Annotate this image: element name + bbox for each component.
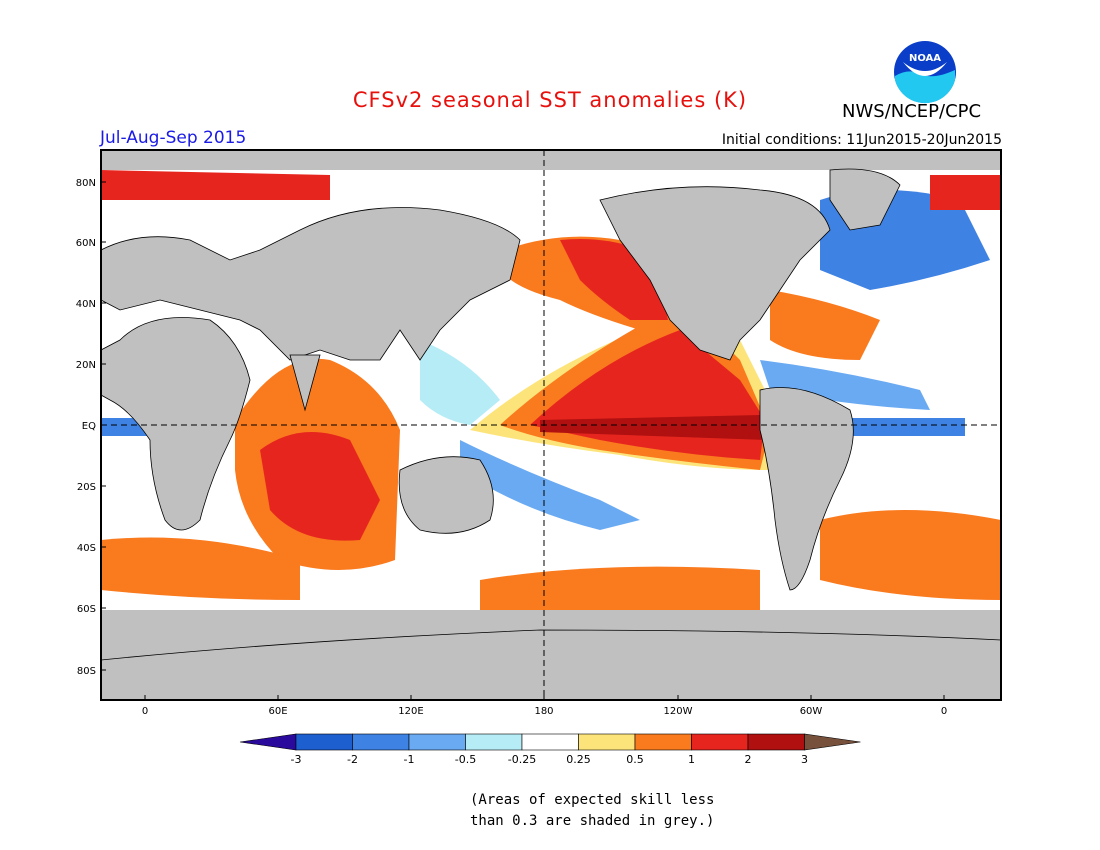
season-label: Jul-Aug-Sep 2015 — [100, 128, 247, 148]
skill-note-line1: (Areas of expected skill less — [470, 792, 715, 808]
lat-tick-label: 40S — [77, 543, 96, 554]
lon-tick-label: 120E — [398, 706, 423, 717]
shade-arctic-east-red — [930, 175, 1001, 210]
logo-wave — [895, 70, 955, 104]
shade-wpacific-cyan — [420, 340, 500, 425]
land-india — [289, 354, 321, 412]
lat-tick-label: 60N — [76, 238, 96, 249]
initial-conditions-label: Initial conditions: 11Jun2015-20Jun2015 — [721, 132, 1002, 148]
chart-title: CFSv2 seasonal SST anomalies (K) — [352, 88, 748, 112]
skill-note: (Areas of expected skill less than 0.3 a… — [470, 790, 730, 832]
land-northamerica — [599, 186, 831, 361]
colorbar-cell — [521, 733, 579, 751]
colorbar-label: 3 — [801, 753, 808, 766]
lat-tick-label: 20N — [76, 360, 96, 371]
lat-tick-label: EQ — [82, 421, 96, 432]
land-southamerica — [759, 387, 854, 591]
shade-pacific-darkred — [540, 415, 765, 440]
shade-indian-red — [260, 432, 380, 541]
land-greenland — [829, 168, 901, 231]
colorbar-cell — [295, 733, 353, 751]
shade-gulfstream-orange — [770, 290, 880, 360]
anomaly-shading — [101, 170, 1001, 617]
colorbar-cell — [578, 733, 636, 751]
lon-tick-label: 60W — [800, 706, 823, 717]
longitude-axis: 0 60E 120E 180 120W 60W 0 — [142, 695, 947, 717]
colorbar-cell — [408, 733, 466, 751]
noaa-logo-icon: NOAA — [894, 41, 956, 104]
lat-tick-label: 20S — [77, 482, 96, 493]
colorbar-label: -3 — [291, 753, 302, 766]
shade-tropatlantic-blue — [760, 360, 930, 410]
colorbar-cell — [239, 733, 297, 751]
latitude-axis: 80N 60N 40N 20N EQ 20S 40S 60S 80S — [76, 178, 106, 677]
colorbar-label: -2 — [347, 753, 358, 766]
land-masses — [101, 168, 1001, 700]
shade-southpacific-orange — [480, 566, 760, 617]
lon-tick-label: 120W — [664, 706, 693, 717]
colorbar-label: -0.25 — [508, 753, 536, 766]
colorbar-label: 0.5 — [626, 753, 644, 766]
lon-tick-label: 60E — [268, 706, 287, 717]
lon-tick-label: 180 — [534, 706, 553, 717]
shade-eqatl-east-blue — [840, 418, 965, 436]
lon-tick-label: 0 — [142, 706, 148, 717]
lat-tick-label: 80S — [77, 666, 96, 677]
shade-spcz-blue — [460, 440, 640, 530]
shade-southatlantic-east-orange — [820, 510, 1001, 600]
logo-gull — [903, 62, 947, 76]
colorbar-cell — [691, 733, 749, 751]
colorbar-cell — [747, 733, 805, 751]
agency-label: NWS/NCEP/CPC — [842, 101, 982, 122]
map-field — [101, 150, 1001, 700]
lat-tick-label: 80N — [76, 178, 96, 189]
skill-note-line2: than 0.3 are shaded in grey.) — [470, 813, 715, 829]
colorbar-cell — [634, 733, 692, 751]
colorbar: -3 -2 -1 -0.5 -0.25 0.25 0.5 1 2 3 — [239, 733, 861, 766]
lat-tick-label: 40N — [76, 299, 96, 310]
colorbar-label: 0.25 — [566, 753, 591, 766]
colorbar-cell — [465, 733, 523, 751]
lat-tick-label: 60S — [77, 604, 96, 615]
land-eurasia — [101, 207, 521, 361]
arctic-grey — [101, 150, 1001, 170]
colorbar-label: -1 — [404, 753, 415, 766]
colorbar-label: 2 — [745, 753, 752, 766]
land-australia — [398, 456, 494, 534]
lon-tick-label: 0 — [941, 706, 947, 717]
land-antarctica — [101, 629, 1001, 700]
shade-southatlantic-orange — [101, 537, 300, 600]
colorbar-label: -0.5 — [455, 753, 476, 766]
colorbar-cell — [804, 733, 861, 751]
shade-arctic-red — [101, 170, 330, 200]
land-africa — [101, 317, 251, 531]
colorbar-cell — [352, 733, 410, 751]
colorbar-label: 1 — [688, 753, 695, 766]
logo-text: NOAA — [909, 53, 941, 64]
